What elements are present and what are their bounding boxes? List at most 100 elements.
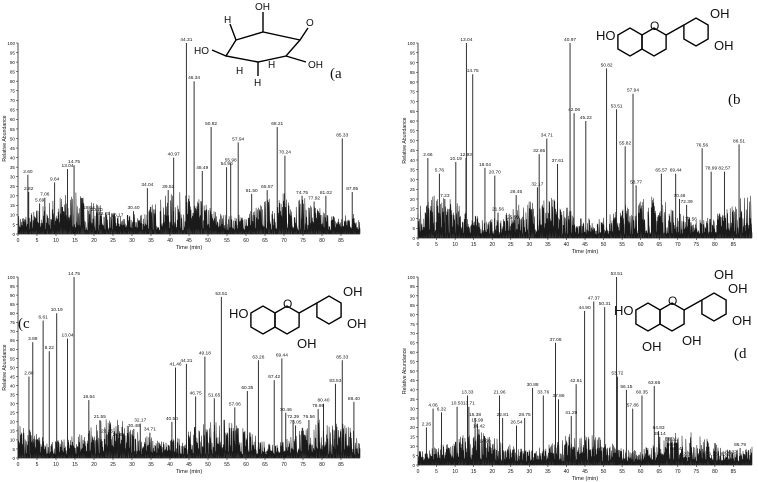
peak-label: 60.35	[636, 389, 648, 395]
peak-label: 78.99	[705, 166, 717, 172]
y-tick-label: 45	[10, 146, 16, 151]
peak-label: 67.42	[268, 374, 280, 380]
peak-label: 2.60	[23, 169, 33, 175]
x-tick-label: 55	[619, 469, 625, 475]
y-tick-label: 40	[10, 383, 16, 388]
x-tick-label: 65	[262, 462, 268, 468]
y-tick-label: 55	[410, 359, 416, 364]
x-tick-label: 0	[417, 242, 420, 248]
x-tick-label: 50	[601, 242, 607, 248]
y-axis-label: Relative Abundance	[2, 344, 8, 390]
x-tick-label: 25	[508, 242, 514, 248]
x-tick-label: 5	[36, 238, 39, 244]
x-tick-label: 5	[435, 469, 438, 475]
y-tick-label: 30	[10, 402, 16, 407]
x-tick-label: 20	[91, 462, 97, 468]
peak-label: 18.64	[83, 394, 95, 400]
x-tick-label: 50	[601, 469, 607, 475]
atom-label: OH	[710, 6, 730, 21]
y-tick-label: 70	[10, 329, 16, 334]
y-tick-label: 50	[410, 138, 416, 143]
atom-label: H	[254, 78, 261, 89]
peak-label: 21.55	[94, 414, 106, 420]
peak-label: 20.70	[91, 207, 103, 213]
y-tick-label: 0	[12, 232, 15, 237]
y-tick-label: 60	[10, 347, 16, 352]
y-tick-label: 90	[10, 293, 16, 298]
x-tick-label: 50	[205, 238, 211, 244]
peak-label: 9.64	[50, 176, 60, 182]
chromatogram-panel: 0510152025303540455055606570758085909510…	[402, 267, 753, 482]
y-tick-label: 90	[410, 294, 416, 299]
y-tick-label: 30	[410, 177, 416, 182]
chromatogram-trace	[17, 419, 361, 459]
peak-label: 57.86	[627, 403, 639, 409]
peak-label: 2.82	[24, 186, 34, 192]
peak-label: 72.39	[287, 414, 299, 420]
atom-label: O	[306, 18, 314, 29]
y-tick-label: 0	[12, 456, 15, 461]
x-tick-label: 70	[281, 462, 287, 468]
ring-a-shape	[617, 27, 643, 57]
y-tick-label: 25	[410, 187, 416, 192]
peak-label: 87.95	[346, 186, 358, 192]
peak-label: 44.31	[180, 37, 192, 43]
y-tick-label: 55	[410, 129, 416, 134]
peak-label: 32.17	[531, 181, 543, 187]
y-axis-label: Relative Abundance	[402, 348, 408, 394]
bond-line	[683, 299, 703, 311]
peak-label: 72.39	[681, 451, 693, 457]
peak-label: 80.40	[318, 398, 330, 404]
peak-label: 50.82	[205, 121, 217, 127]
x-tick-label: 5	[36, 462, 39, 468]
peak-label: 34.71	[144, 427, 156, 433]
peak-label: 13.04	[62, 163, 74, 169]
y-tick-label: 70	[410, 99, 416, 104]
peak-label: 63.26	[252, 354, 264, 360]
y-tick-label: 15	[10, 429, 16, 434]
peak-label: 42.61	[570, 378, 582, 384]
peak-label: 6.32	[437, 406, 447, 412]
atom-label: HO	[614, 303, 634, 318]
peak-label: 68.65	[667, 442, 679, 448]
peak-label: 40.97	[564, 37, 576, 43]
peak-label: 70.46	[673, 193, 685, 199]
x-tick-label: 40	[564, 469, 570, 475]
x-tick-label: 80	[319, 238, 325, 244]
peak-label: 76.56	[696, 142, 708, 148]
x-tick-label: 30	[527, 242, 533, 248]
x-tick-label: 35	[148, 238, 154, 244]
x-tick-label: 30	[527, 469, 533, 475]
peak-label: 5.69	[35, 197, 45, 203]
peak-label: 34.71	[541, 133, 553, 139]
peak-label: 70.46	[280, 407, 292, 413]
peak-label: 48.49	[196, 165, 208, 171]
atom-label: OH	[728, 281, 748, 296]
ring-a-shape	[250, 305, 276, 335]
peak-label: 88.40	[348, 396, 360, 402]
y-tick-label: 70	[10, 98, 16, 103]
peak-label: 58.77	[630, 179, 642, 185]
peak-label: 26.45	[113, 432, 125, 438]
peak-label: 45.22	[580, 115, 592, 121]
peak-label: 14.75	[68, 271, 80, 277]
peak-label: 86.51	[733, 138, 745, 144]
peak-label: 26.45	[510, 189, 522, 195]
ring-c-shape	[274, 305, 300, 335]
y-tick-label: 5	[412, 453, 415, 458]
y-tick-label: 15	[410, 435, 416, 440]
bond-line	[298, 302, 318, 314]
peak-label: 69.44	[670, 446, 682, 452]
peak-label: 30.40	[128, 205, 140, 211]
atom-label: HO	[229, 306, 249, 321]
x-tick-label: 75	[694, 469, 700, 475]
peak-label: 34.04	[141, 182, 153, 188]
y-tick-label: 5	[412, 226, 415, 231]
peak-label: 18.64	[83, 205, 95, 211]
panel-label: (c	[18, 316, 30, 332]
y-axis-label: Relative Abundance	[402, 117, 408, 163]
y-tick-label: 100	[7, 41, 15, 46]
peak-label: 13.04	[460, 37, 472, 43]
atom-label: OH	[297, 336, 317, 351]
